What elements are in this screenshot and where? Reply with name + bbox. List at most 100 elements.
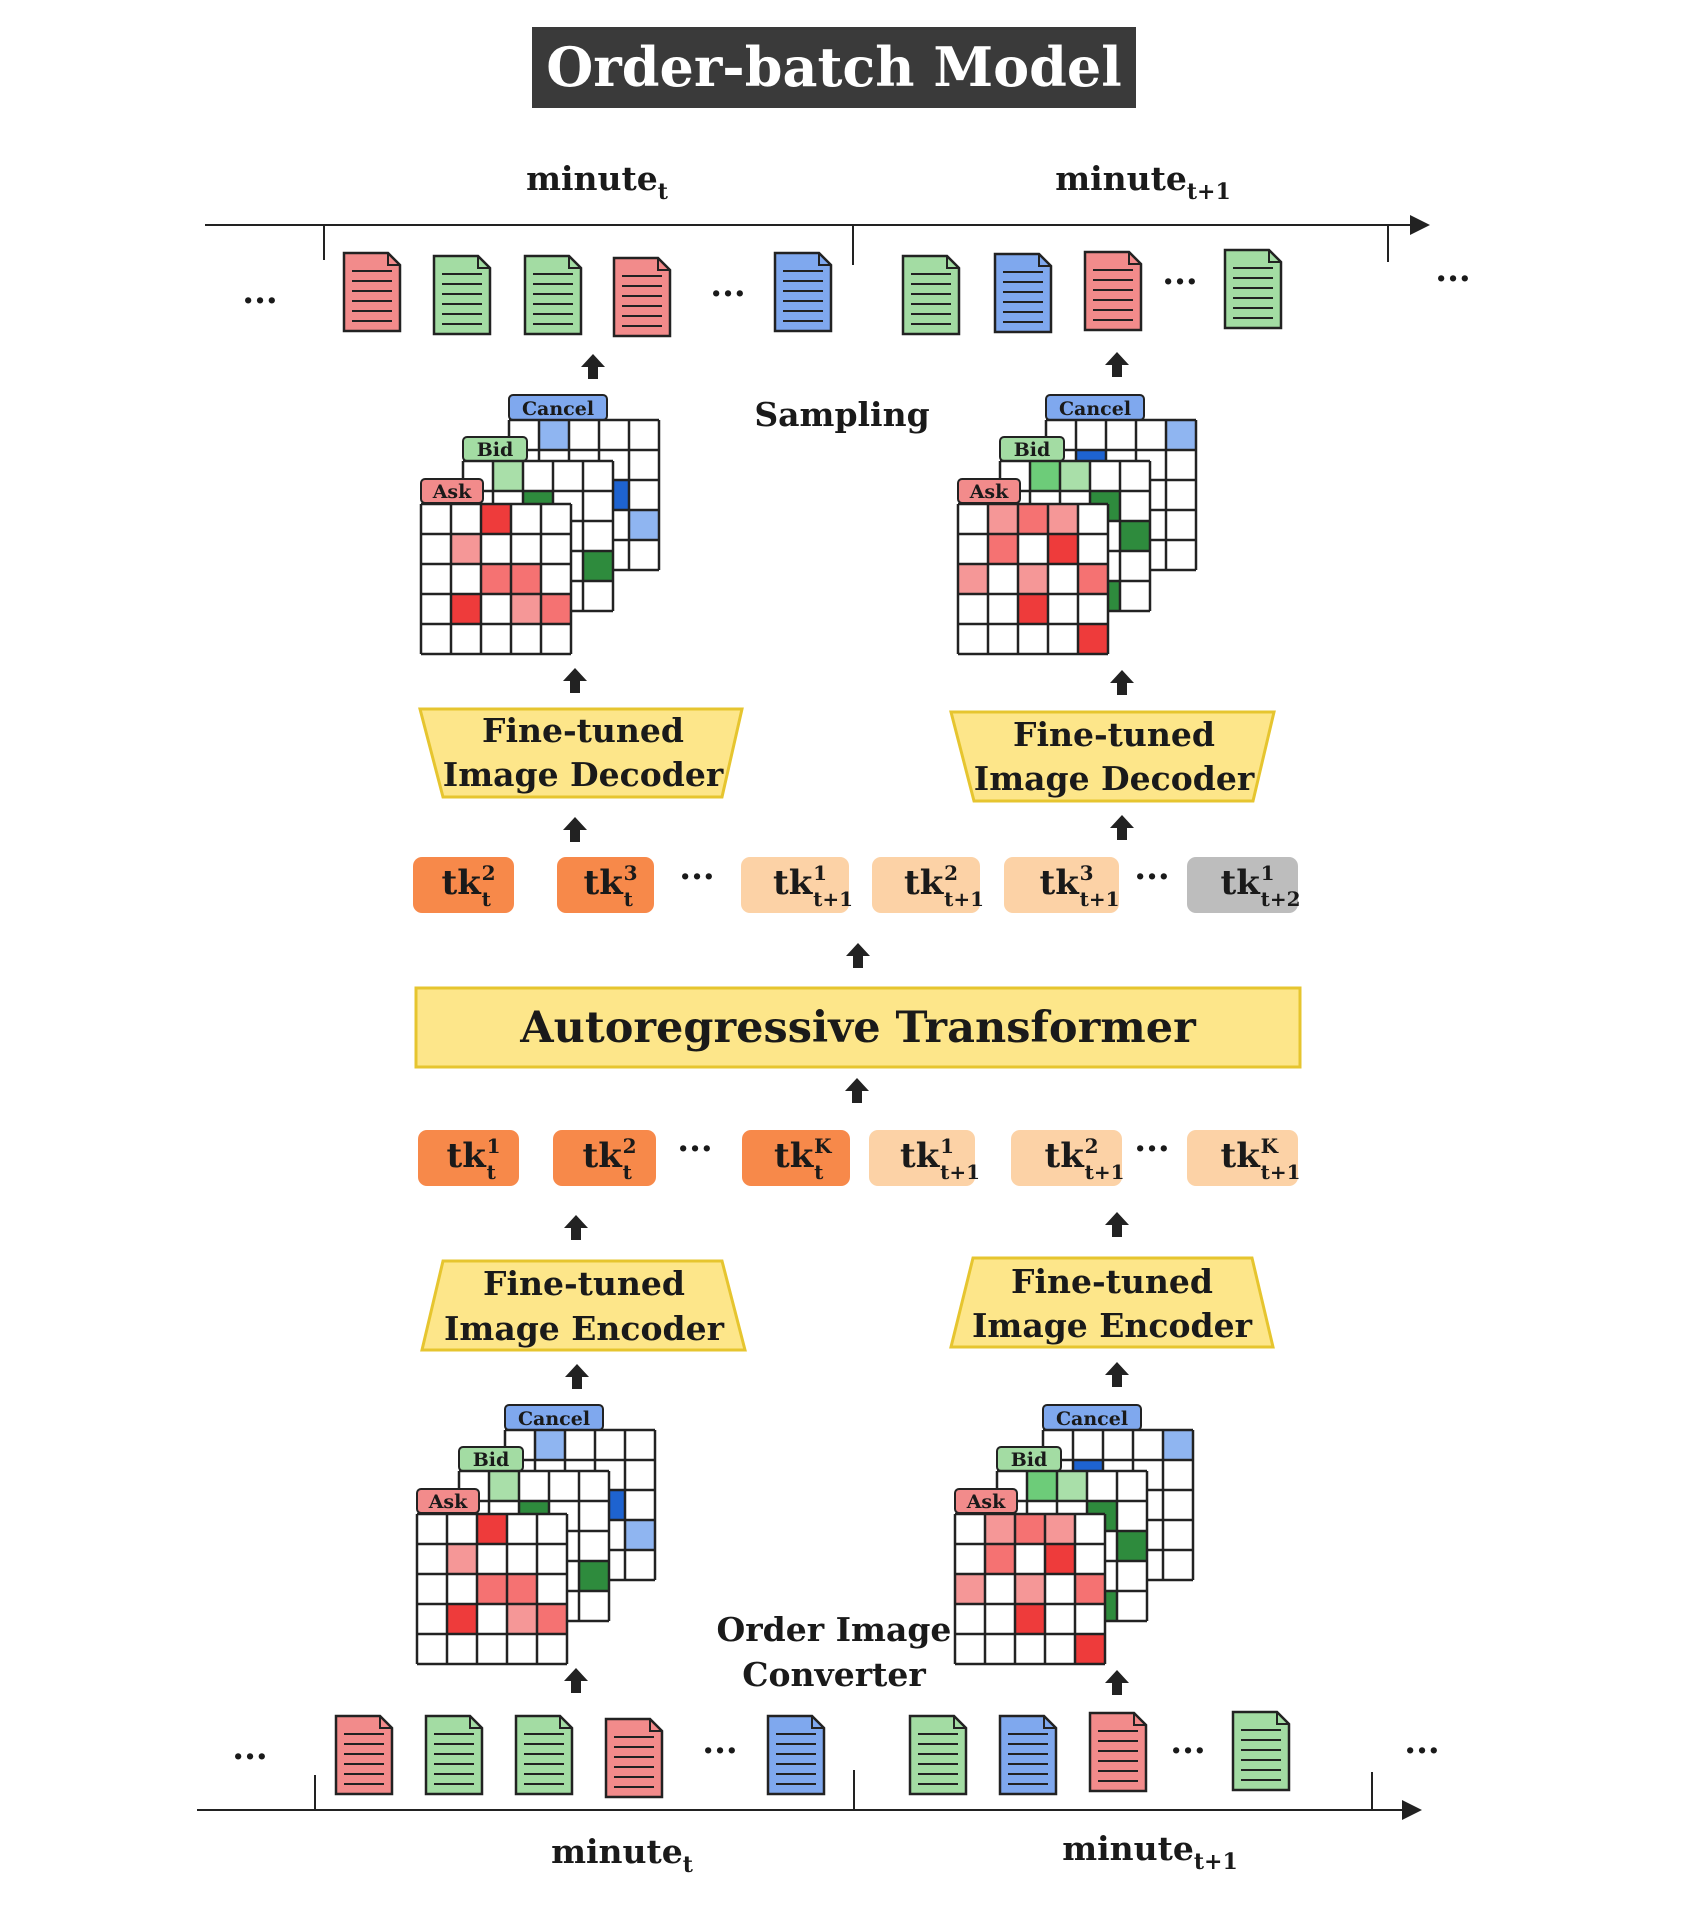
order-document-icon [908,1714,968,1796]
svg-text:Cancel: Cancel [1056,1408,1128,1430]
order-document-icon [424,1714,484,1796]
order-document-icon [1231,1710,1291,1792]
svg-text:Ask: Ask [966,1491,1006,1513]
input-token-row: tk1 t tk2 t tkK t tk1 t+1 tk2 t+1 tkK t+1 [418,1130,1301,1186]
up-arrow-icon [1110,815,1134,840]
tokens-bottom-ellipsis-2: ··· [1134,1129,1170,1169]
bid-layer-tab: Bid [999,436,1065,462]
encoder-right-line1: Fine-tuned [1011,1262,1213,1301]
top-timeline: minutet minutet+1 ··· ··· ··· ··· [205,159,1471,321]
ask-layer-tab: Ask [954,1488,1018,1514]
svg-text:Ask: Ask [969,481,1009,503]
bid-layer-tab: Bid [996,1446,1062,1472]
predicted-token-row: tk2 t tk3 t tk1 t+1 tk2 t+1 tk3 t+1 tk1 t+2 [413,857,1301,913]
order-document-icon [604,1717,664,1799]
up-arrow-icon [846,943,870,968]
encoder-right: Fine-tuned Image Encoder [949,1256,1275,1349]
up-arrow-icon [845,1078,869,1103]
decoder-left: Fine-tuned Image Decoder [418,707,744,799]
bottom-left-ellipsis: ··· [232,1737,268,1777]
cancel-layer-tab: Cancel [508,394,608,421]
encoder-left-line2: Image Encoder [444,1309,725,1348]
decoder-left-line1: Fine-tuned [482,711,684,750]
up-arrow-icon [1105,1212,1129,1237]
order-document-icon [773,251,833,333]
title-banner: Order-batch Model [532,27,1136,108]
svg-text:Cancel: Cancel [518,1408,590,1430]
bottom-mid2-ellipsis: ··· [1170,1731,1206,1771]
svg-text:Ask: Ask [432,481,472,503]
svg-text:Cancel: Cancel [522,398,594,420]
decoder-right-line2: Image Decoder [974,759,1255,798]
up-arrow-icon [1105,1670,1129,1695]
tokens-bottom-ellipsis-1: ··· [677,1129,713,1169]
top-minute-t-label: minutet [526,159,669,205]
ask-layer-grid [953,1512,1107,1666]
top-right-ellipsis: ··· [1435,259,1471,299]
order-document-icon [514,1714,574,1796]
up-arrow-icon [1110,670,1134,695]
ask-layer-tab: Ask [420,478,484,504]
order-document-icon [998,1714,1058,1796]
cancel-layer-tab: Cancel [504,1404,604,1431]
up-arrow-icon [1105,1362,1129,1387]
top-minute-t1-label: minutet+1 [1055,159,1231,205]
sampling-label: Sampling [754,395,929,434]
decoder-right: Fine-tuned Image Decoder [949,710,1276,803]
encoder-left-line1: Fine-tuned [483,1264,685,1303]
autoregressive-transformer-box: Autoregressive Transformer [414,986,1302,1069]
decoder-left-line2: Image Decoder [443,755,724,794]
up-arrow-icon [563,817,587,842]
predicted-token: tk3 t [557,857,654,913]
svg-text:Ask: Ask [428,1491,468,1513]
top-mid2-ellipsis: ··· [1162,262,1198,302]
predicted-token: tk1 t+2 [1187,857,1301,913]
order-document-icon [334,1714,394,1796]
ask-layer-grid [419,502,573,656]
input-token: tk1 t+1 [869,1130,980,1186]
ask-layer-tab: Ask [957,478,1021,504]
ask-layer-grid [956,502,1110,656]
up-arrow-icon [563,668,587,693]
order-document-icon [1223,248,1283,330]
svg-text:Bid: Bid [477,439,514,461]
converter-label-line1: Order Image [717,1610,952,1649]
order-document-icon [523,254,583,336]
predicted-token: tk1 t+1 [741,857,853,913]
input-token: tk2 t+1 [1011,1130,1125,1186]
bottom-order-documents [334,1710,1291,1799]
top-left-ellipsis: ··· [242,281,278,321]
tokens-top-ellipsis-1: ··· [679,857,715,897]
bottom-mid-ellipsis: ··· [702,1731,738,1771]
order-document-icon [766,1714,826,1796]
predicted-token: tk3 t+1 [1004,857,1120,913]
up-arrow-icon [564,1668,588,1693]
cancel-layer-tab: Cancel [1042,1404,1142,1431]
order-document-icon [901,254,961,336]
order-document-icon [342,251,402,333]
bottom-right-order-image-stack: Cancel Bid Ask [953,1404,1195,1666]
top-order-documents [342,248,1283,338]
input-token: tkK t+1 [1187,1130,1301,1186]
order-image-stacks: CancelBidAskCancelBidAskCancelBidAskCanc… [415,394,1198,1666]
input-token: tkK t [742,1130,850,1186]
order-document-icon [993,252,1053,334]
bottom-timeline: minutet minutet+1 ··· ··· ··· ··· [197,1731,1440,1878]
order-document-icon [612,256,672,338]
svg-text:Bid: Bid [473,1449,510,1471]
svg-text:Bid: Bid [1014,439,1051,461]
